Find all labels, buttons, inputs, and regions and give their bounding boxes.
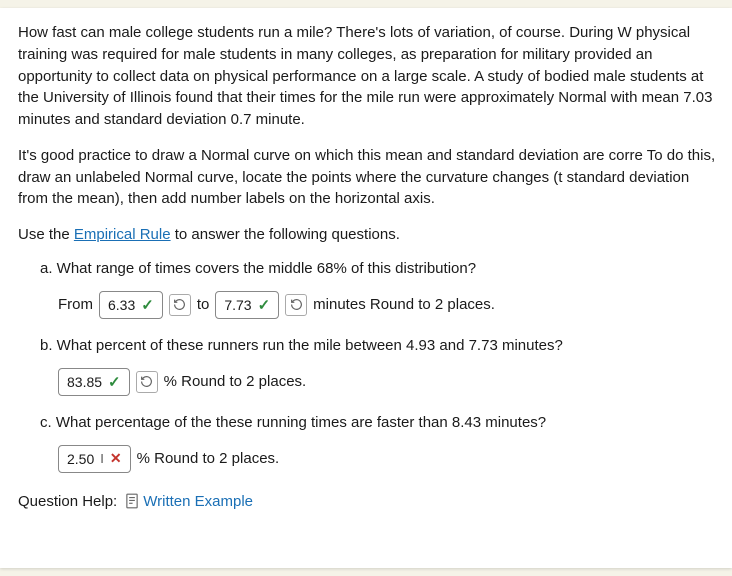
intro-paragraph: How fast can male college students run a…	[18, 22, 722, 131]
question-a-answer: From 6.33 ✓ to 7.73 ✓ minutes Round to 2…	[40, 291, 722, 319]
question-b-answer: 83.85 ✓ % Round to 2 places.	[40, 368, 722, 396]
written-example-link[interactable]: Written Example	[125, 493, 253, 510]
retry-icon[interactable]	[285, 294, 307, 316]
instruction-paragraph: It's good practice to draw a Normal curv…	[18, 145, 722, 210]
question-b-text: b. What percent of these runners run the…	[40, 337, 722, 354]
question-c-answer: 2.50 I ✕ % Round to 2 places.	[40, 445, 722, 473]
question-help-row: Question Help: Written Example	[18, 493, 722, 510]
retry-icon[interactable]	[136, 371, 158, 393]
document-icon	[125, 493, 139, 509]
question-c: c. What percentage of the these running …	[40, 414, 722, 473]
qa-suffix: minutes Round to 2 places.	[313, 296, 495, 313]
empirical-rule-link[interactable]: Empirical Rule	[74, 226, 171, 243]
question-b: b. What percent of these runners run the…	[40, 337, 722, 396]
to-input[interactable]: 7.73 ✓	[215, 291, 279, 319]
qb-input[interactable]: 83.85 ✓	[58, 368, 130, 396]
from-input[interactable]: 6.33 ✓	[99, 291, 163, 319]
to-value: 7.73	[224, 297, 251, 313]
check-icon: ✓	[141, 296, 154, 314]
question-a-text: a. What range of times covers the middle…	[40, 260, 722, 277]
check-icon: ✓	[108, 373, 121, 391]
question-page: How fast can male college students run a…	[0, 8, 732, 568]
from-label: From	[58, 296, 93, 313]
cursor-icon: I	[100, 451, 104, 466]
qc-suffix: % Round to 2 places.	[137, 450, 280, 467]
check-icon: ✓	[258, 296, 271, 314]
from-value: 6.33	[108, 297, 135, 313]
written-example-text: Written Example	[143, 493, 253, 510]
qb-suffix: % Round to 2 places.	[164, 373, 307, 390]
to-label: to	[197, 296, 210, 313]
questions-container: a. What range of times covers the middle…	[18, 260, 722, 473]
cross-icon: ✕	[110, 450, 122, 467]
para3-pre: Use the	[18, 226, 74, 243]
qc-value: 2.50	[67, 451, 94, 467]
help-label: Question Help:	[18, 493, 117, 510]
qc-input[interactable]: 2.50 I ✕	[58, 445, 131, 473]
para3-post: to answer the following questions.	[171, 226, 400, 243]
qb-value: 83.85	[67, 374, 102, 390]
retry-icon[interactable]	[169, 294, 191, 316]
empirical-paragraph: Use the Empirical Rule to answer the fol…	[18, 224, 722, 246]
question-c-text: c. What percentage of the these running …	[40, 414, 722, 431]
question-a: a. What range of times covers the middle…	[40, 260, 722, 319]
